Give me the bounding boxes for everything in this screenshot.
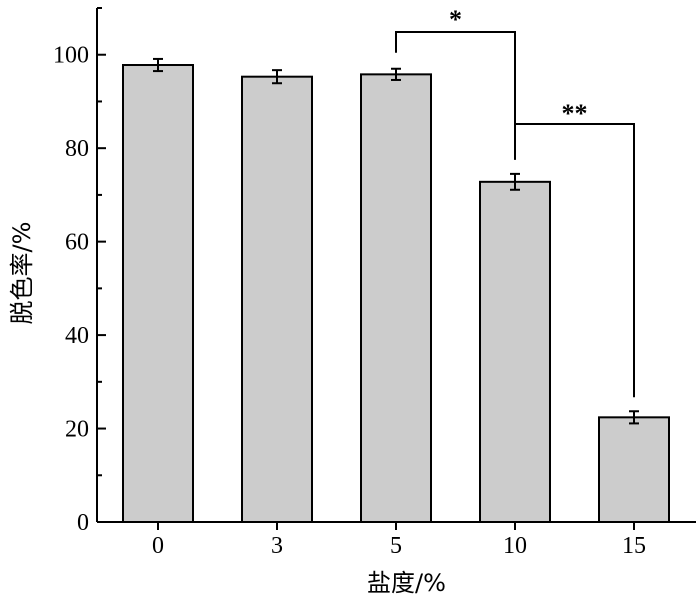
y-tick-label: 60 (65, 230, 89, 256)
x-tick-label: 10 (503, 533, 527, 559)
significance-layer: *** (395, 5, 635, 398)
y-tick-label: 100 (53, 43, 89, 69)
significance-bracket (395, 31, 516, 160)
significance-label: * (449, 5, 462, 34)
y-tick-label: 80 (65, 136, 89, 162)
significance-bracket (514, 123, 635, 398)
y-tick-label: 20 (65, 417, 89, 443)
x-tick-label: 5 (390, 533, 402, 559)
x-tick-label: 0 (152, 533, 164, 559)
bars-layer (122, 64, 670, 524)
y-axis-title: 脱色率/% (8, 222, 36, 325)
y-tick-label: 0 (77, 510, 89, 536)
bar (122, 64, 194, 524)
bar (360, 73, 432, 524)
bar (479, 180, 551, 524)
error-bars-layer (153, 57, 639, 425)
x-tick-label: 3 (271, 533, 283, 559)
x-axis-title: 盐度/% (367, 569, 446, 597)
x-tick-label: 15 (622, 533, 646, 559)
bar (241, 75, 313, 524)
bar (598, 416, 670, 523)
ticks-layer: 0 20 40 60 80 100 0 3 5 10 15 (53, 7, 646, 559)
y-tick-label: 40 (65, 323, 89, 349)
significance-label: ** (562, 99, 588, 128)
